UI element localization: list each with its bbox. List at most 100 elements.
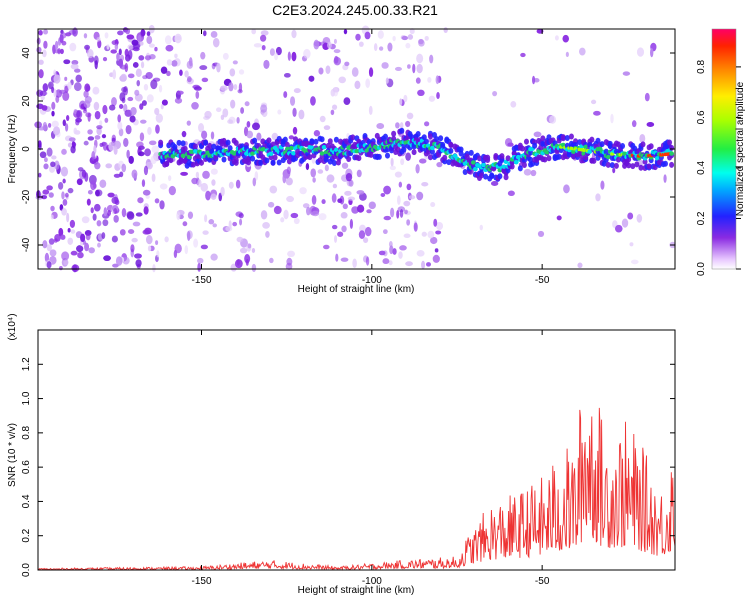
spectrogram-cell <box>197 262 201 272</box>
spectrogram-cell <box>36 89 44 97</box>
spectrogram-cell <box>58 227 64 237</box>
spectrogram-cell <box>258 159 264 166</box>
spectrogram-cell <box>180 171 188 176</box>
spectrogram-cell <box>309 138 315 145</box>
spectrogram-cell <box>325 142 331 149</box>
spectrogram-cell <box>176 211 181 221</box>
spectrogram-cell <box>505 155 511 162</box>
spectrogram-cell <box>94 135 101 140</box>
spectrogram-cell <box>212 37 220 48</box>
spectrogram-cell <box>425 262 432 267</box>
spectrogram-cell <box>613 162 619 169</box>
spectrogram-cell <box>233 83 238 90</box>
spectrogram-cell <box>356 204 365 213</box>
spectrogram-cell <box>669 144 675 151</box>
spectrogram-x-tick-label: -150 <box>192 275 212 286</box>
spectrogram-cell <box>290 212 299 219</box>
snr-y-tick-label: 1.0 <box>21 391 32 405</box>
spectrogram-cell <box>192 143 198 150</box>
spectrogram-cell <box>433 218 438 227</box>
spectrogram-cell <box>202 30 207 37</box>
spectrogram-cell <box>556 215 562 221</box>
spectrogram-cell <box>408 195 416 200</box>
spectrogram-y-tick-label: 20 <box>21 95 32 107</box>
spectrogram-x-tick-label: -100 <box>362 275 382 286</box>
spectrogram-cell <box>398 181 403 188</box>
spectrogram-cell <box>427 230 435 239</box>
spectrogram-cell <box>228 82 234 92</box>
spectrogram-cell <box>117 114 122 123</box>
spectrogram-cell <box>240 107 245 114</box>
spectrogram-cell <box>501 164 507 169</box>
spectrogram-cell <box>365 256 370 266</box>
spectrogram-cell <box>288 135 295 140</box>
spectrogram-cell <box>398 251 403 259</box>
spectrogram-cell <box>86 198 91 206</box>
spectrogram-cell <box>394 66 402 72</box>
spectrogram-cell <box>399 127 405 134</box>
spectrogram-cell <box>46 261 52 269</box>
spectrogram-cell <box>317 169 324 174</box>
spectrogram-cell <box>97 242 101 248</box>
spectrogram-cell <box>199 65 208 71</box>
spectrogram-cell <box>358 230 366 239</box>
spectrogram-cell <box>348 179 354 187</box>
spectrogram-cell <box>212 223 217 228</box>
spectrogram-cell <box>540 135 546 142</box>
spectrogram-cell <box>327 41 332 49</box>
spectrogram-cell <box>191 177 199 185</box>
colorbar-tick-label: 0.6 <box>696 110 707 124</box>
spectrogram-cell <box>233 140 239 147</box>
spectrogram-cell <box>96 125 103 130</box>
colorbar: 0.0 0.2 0.4 0.6 0.8 Normalized spectral ampl… <box>696 28 746 276</box>
spectrogram-cell <box>565 51 569 58</box>
spectrogram-cell <box>53 88 57 98</box>
spectrogram-cell <box>368 105 373 115</box>
spectrogram-cell <box>127 229 135 235</box>
spectrogram-cell <box>415 77 421 84</box>
spectrogram-cell <box>148 140 157 146</box>
spectrogram-cell <box>38 172 42 178</box>
spectrogram-cell <box>639 133 646 144</box>
spectrogram-cell <box>430 145 435 151</box>
spectrogram-cell <box>264 157 270 164</box>
spectrogram-cell <box>513 160 519 165</box>
snr-x-tick-label: -100 <box>362 576 382 587</box>
spectrogram-cell <box>303 48 311 59</box>
spectrogram-cell <box>354 148 360 154</box>
spectrogram-cell <box>130 244 135 253</box>
spectrogram-cell <box>73 82 82 92</box>
spectrogram-cell <box>284 141 290 148</box>
spectrogram-cell <box>489 173 495 180</box>
snr-y-label: SNR (10 * v/v) <box>7 423 18 487</box>
spectrogram-cell <box>622 71 631 76</box>
spectrogram-cell <box>70 229 76 234</box>
spectrogram-cell <box>161 99 168 106</box>
spectrogram-cell <box>595 193 601 202</box>
spectrogram-cell <box>532 142 538 149</box>
spectrogram-cell <box>590 99 597 105</box>
spectrogram-cell <box>283 91 288 98</box>
spectrogram-cell <box>58 181 64 190</box>
spectrogram-cell <box>629 242 634 247</box>
spectrogram-cell <box>166 59 173 66</box>
snr-y-tick-label: 0.4 <box>21 494 32 508</box>
spectrogram-cell <box>156 250 160 258</box>
spectrogram-cell <box>216 62 221 73</box>
spectrogram-cell <box>253 43 262 48</box>
spectrogram-cell <box>563 184 570 194</box>
spectrogram-cell <box>359 224 366 233</box>
spectrogram-cell <box>424 35 429 41</box>
spectrogram-cell <box>428 95 436 102</box>
spectrogram-cell <box>283 72 291 78</box>
spectrogram-cell <box>312 177 316 183</box>
spectrogram-x-tick-label: -50 <box>535 275 550 286</box>
spectrogram-cell <box>325 65 331 75</box>
spectrogram-cell <box>124 62 129 73</box>
snr-x-tick-label: -150 <box>192 576 212 587</box>
spectrogram-cell <box>197 179 202 188</box>
spectrogram-cell <box>318 213 327 221</box>
spectrogram-cell <box>382 133 388 140</box>
spectrogram-cell <box>280 217 285 223</box>
